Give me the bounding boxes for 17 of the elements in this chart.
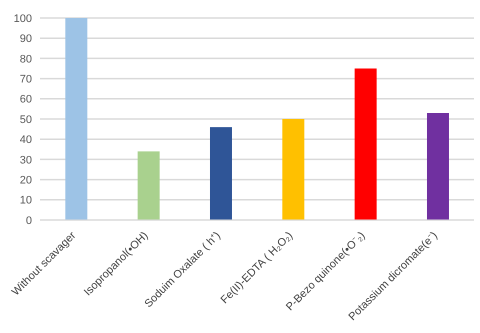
y-tick-label: 80 bbox=[20, 53, 32, 66]
bar bbox=[426, 112, 449, 220]
bar bbox=[354, 68, 377, 220]
y-tick-label: 20 bbox=[20, 174, 32, 187]
y-tick-label: 0 bbox=[26, 214, 32, 227]
y-tick-label: 40 bbox=[20, 134, 32, 146]
bar bbox=[282, 119, 304, 220]
y-tick-label: 70 bbox=[20, 74, 32, 86]
y-tick-label: 90 bbox=[20, 33, 32, 46]
y-tick-label: 100 bbox=[14, 12, 32, 25]
y-tick-label: 60 bbox=[20, 94, 32, 106]
y-tick-label: 10 bbox=[20, 194, 32, 207]
y-tick-label: 50 bbox=[20, 114, 32, 126]
bar bbox=[210, 127, 232, 220]
bar bbox=[65, 18, 88, 220]
bar bbox=[138, 151, 160, 220]
y-tick-label: 30 bbox=[20, 154, 32, 166]
